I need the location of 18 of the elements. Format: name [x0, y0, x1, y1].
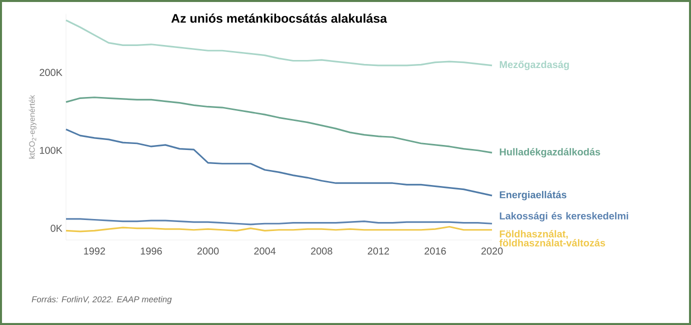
x-tick-label: 1996: [140, 248, 162, 255]
y-tick-label: 200K: [40, 68, 62, 76]
series-label: Energiaellátás: [500, 190, 566, 200]
series-label: Mezőgazdaság: [500, 60, 569, 70]
x-tick-label: 2020: [481, 248, 503, 255]
text: Forrás: ForlinV, 2022. EAAP meeting: [32, 296, 172, 304]
series-label: Hulladékgazdálkodás: [500, 148, 600, 158]
x-tick-label: 2012: [368, 248, 389, 255]
x-tick-label: 2008: [311, 248, 332, 255]
y-tick-label: 100K: [40, 146, 62, 154]
series-label: Lakossági és kereskedelmi: [500, 212, 628, 222]
x-tick-label: 2016: [424, 248, 446, 255]
chart-title: Az uniós metánkibocsátás alakulása: [171, 14, 388, 23]
series-label: Földhasználat, földhasználat-változás: [499, 230, 606, 246]
x-tick-label: 2004: [254, 248, 276, 255]
x-tick-label: 2000: [197, 248, 219, 255]
x-tick-label: 1992: [84, 248, 105, 255]
y-tick-label: 0K: [50, 224, 62, 232]
